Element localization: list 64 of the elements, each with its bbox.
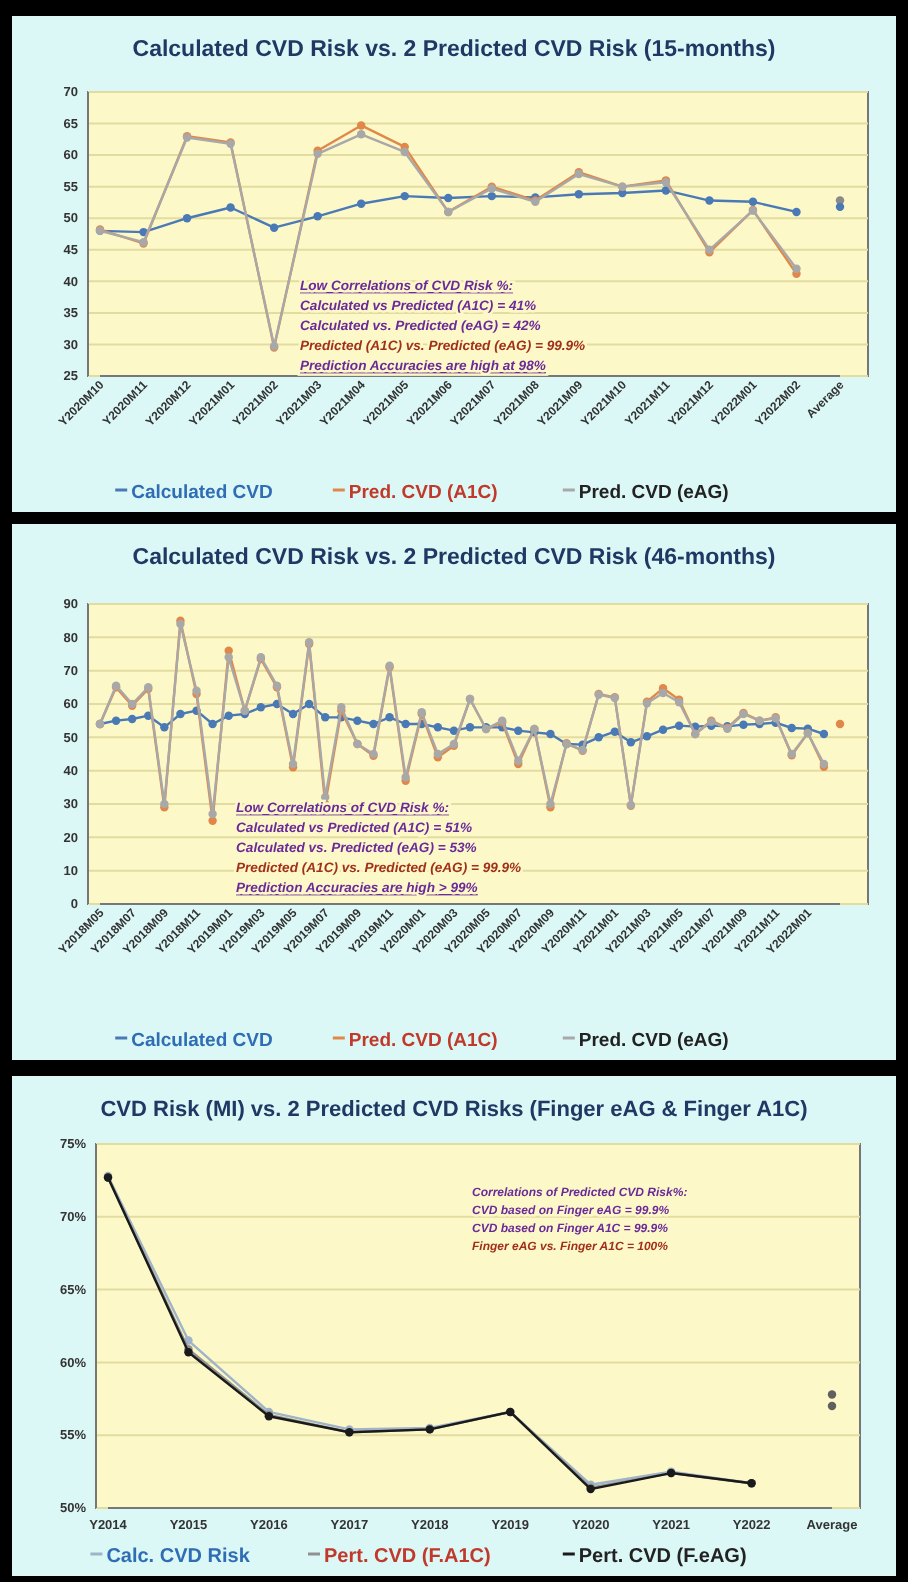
- point: [176, 709, 185, 719]
- point: [819, 729, 829, 739]
- point: [661, 186, 671, 195]
- point: [356, 199, 366, 208]
- point: [748, 197, 758, 207]
- chart-title: Calculated CVD Risk vs. 2 Predicted CVD Risk (46-months): [132, 546, 776, 570]
- point: [401, 719, 410, 729]
- point: [288, 709, 298, 719]
- point: [705, 196, 714, 205]
- point: [827, 1401, 837, 1411]
- point: [269, 223, 279, 232]
- point: [444, 193, 453, 203]
- point: [835, 719, 845, 729]
- point: [626, 738, 636, 747]
- legend-label: Pert. CVD (F.eAG): [578, 1546, 747, 1568]
- point: [400, 147, 409, 157]
- chart-title: Calculated CVD Risk vs. 2 Predicted CVD Risk (15-months): [132, 38, 776, 62]
- point: [792, 207, 801, 217]
- point: [642, 732, 652, 741]
- point: [792, 264, 801, 273]
- point: [610, 727, 619, 736]
- point: [546, 729, 555, 739]
- point: [160, 723, 169, 732]
- point: [224, 711, 233, 720]
- point: [256, 703, 266, 712]
- point: [356, 130, 366, 139]
- point: [356, 121, 366, 130]
- point: [304, 699, 314, 709]
- chart-title: CVD Risk (MI) vs. 2 Predicted CVD Risks (Finger eAG & Finger A1C): [100, 1098, 809, 1122]
- point: [487, 191, 496, 201]
- point: [449, 726, 459, 735]
- legend-label: Pred. CVD (eAG): [578, 1030, 729, 1052]
- point: [224, 653, 233, 662]
- point: [465, 723, 475, 732]
- point: [182, 214, 192, 223]
- legend-label: Pert. CVD (F.A1C): [324, 1546, 491, 1568]
- point: [208, 809, 217, 819]
- point: [313, 212, 322, 221]
- point: [739, 720, 748, 729]
- point: [208, 719, 217, 729]
- point: [658, 688, 668, 698]
- legend-label: Calc. CVD Risk: [106, 1546, 251, 1568]
- legend-label: Pred. CVD (eAG): [578, 482, 729, 504]
- point: [574, 190, 584, 199]
- point: [369, 719, 378, 729]
- point: [827, 1390, 837, 1399]
- point: [835, 202, 845, 212]
- point: [353, 716, 362, 725]
- point: [321, 713, 330, 722]
- point: [658, 725, 668, 734]
- point: [400, 191, 409, 201]
- legend-label: Pred. CVD (A1C): [348, 1030, 498, 1052]
- point: [111, 716, 121, 725]
- point: [787, 723, 796, 733]
- point: [594, 733, 603, 742]
- point: [674, 721, 684, 730]
- legend-label: Pred. CVD (A1C): [348, 482, 498, 504]
- legend-label: Calculated CVD: [131, 1030, 273, 1052]
- point: [127, 714, 137, 724]
- point: [385, 713, 394, 722]
- legend-label: Calculated CVD: [131, 482, 273, 504]
- point: [514, 726, 523, 735]
- point: [433, 723, 443, 732]
- point: [226, 203, 235, 212]
